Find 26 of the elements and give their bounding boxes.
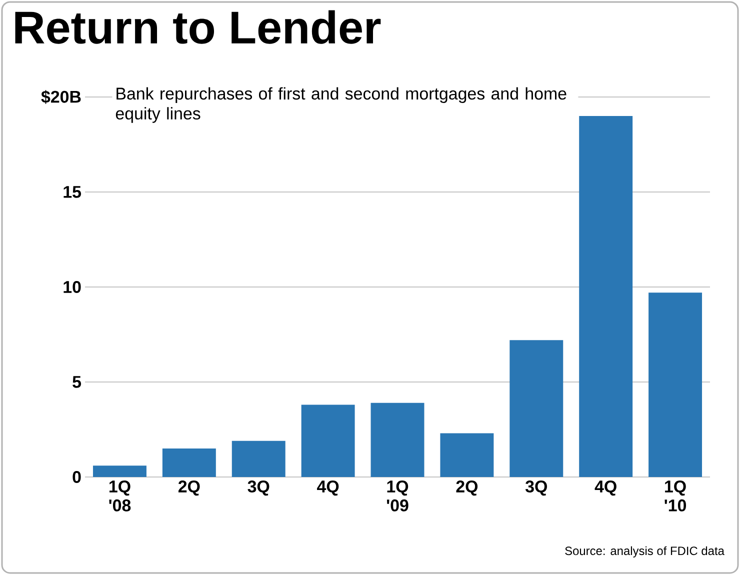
chart-subtitle: Bank repurchases of first and second mortgages and home equity lines	[116, 87, 566, 123]
x-tick-label: 2Q	[178, 480, 200, 496]
bar	[301, 404, 355, 477]
x-tick-label: 1Q '09	[386, 480, 408, 512]
bar	[370, 402, 424, 477]
x-tick-label: 1Q '08	[109, 480, 131, 512]
x-tick-label: 2Q	[456, 480, 478, 496]
bar	[440, 433, 494, 477]
x-tick-label: 4Q	[317, 480, 339, 496]
bar	[648, 292, 702, 477]
bar	[92, 466, 146, 477]
chart-title: Return to Lender	[15, 10, 381, 44]
y-tick-label: 5	[72, 376, 82, 388]
x-tick-label: 4Q	[594, 480, 616, 496]
bar	[162, 448, 216, 477]
source-note: Source: analysis of FDIC data	[565, 546, 724, 558]
bar	[510, 340, 564, 477]
y-tick-label: 0	[72, 470, 81, 483]
y-tick-label: 10	[64, 280, 81, 293]
x-tick-label: 3Q	[525, 480, 547, 496]
x-tick-label: 3Q	[248, 480, 270, 496]
bar	[232, 440, 286, 477]
y-tick-label: 15	[64, 186, 82, 198]
x-tick-label: 1Q '10	[664, 480, 686, 512]
bar	[579, 116, 633, 477]
y-tick-label: $20B	[41, 90, 81, 104]
